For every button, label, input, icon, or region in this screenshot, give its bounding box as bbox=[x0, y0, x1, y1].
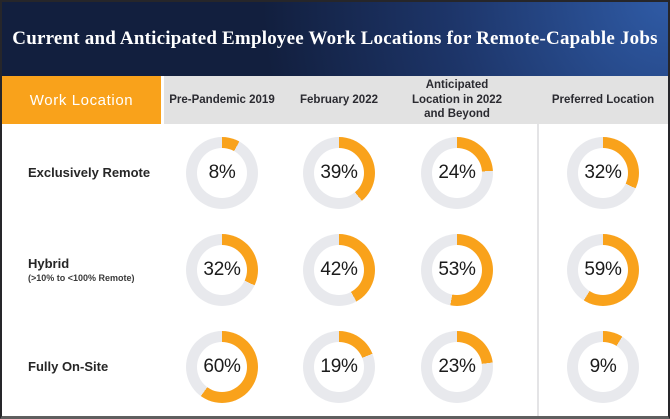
table-body: Exclusively Remote 8% 39% 24% bbox=[2, 124, 668, 416]
title-banner: Current and Anticipated Employee Work Lo… bbox=[2, 2, 668, 76]
donut-value: 23% bbox=[438, 356, 476, 378]
donut-chart: 32% bbox=[567, 136, 639, 209]
row-label-fully-on-site: Fully On-Site bbox=[28, 359, 109, 375]
donut-chart: 39% bbox=[303, 136, 375, 209]
donut-chart: 53% bbox=[421, 233, 493, 306]
column-header-anticipated: Anticipated Location in 2022 and Beyond bbox=[411, 78, 503, 121]
donut-chart: 23% bbox=[421, 331, 493, 404]
donut-chart: 60% bbox=[186, 331, 258, 404]
column-header-february-2022: February 2022 bbox=[300, 93, 378, 106]
row-spacer bbox=[516, 331, 538, 403]
column-divider bbox=[537, 124, 539, 416]
donut-value: 8% bbox=[208, 161, 236, 183]
donut-value: 53% bbox=[438, 258, 476, 280]
donut-value: 60% bbox=[203, 356, 241, 378]
table-row: Exclusively Remote 8% 39% 24% bbox=[2, 124, 668, 221]
row-label-exclusively-remote: Exclusively Remote bbox=[28, 164, 151, 180]
table-row: Hybrid (>10% to <100% Remote) 32% 42% 53… bbox=[2, 221, 668, 318]
donut-chart: 42% bbox=[303, 233, 375, 306]
table-row: Fully On-Site 60% 19% 23% bbox=[2, 319, 668, 416]
donut-value: 9% bbox=[589, 356, 617, 378]
donut-chart: 9% bbox=[567, 331, 639, 404]
donut-value: 19% bbox=[320, 356, 358, 378]
column-header-pre-pandemic: Pre-Pandemic 2019 bbox=[169, 93, 275, 106]
donut-chart: 32% bbox=[186, 233, 258, 306]
header-spacer bbox=[516, 76, 538, 124]
donut-value: 32% bbox=[203, 258, 241, 280]
donut-chart: 19% bbox=[303, 331, 375, 404]
row-label-hybrid: Hybrid (>10% to <100% Remote) bbox=[28, 256, 135, 284]
donut-chart: 59% bbox=[567, 233, 639, 306]
donut-value: 59% bbox=[584, 258, 622, 280]
donut-chart: 24% bbox=[421, 136, 493, 209]
donut-chart: 8% bbox=[186, 136, 258, 209]
donut-value: 42% bbox=[320, 258, 358, 280]
donut-value: 32% bbox=[584, 161, 622, 183]
table-header-row: Work Location Pre-Pandemic 2019 February… bbox=[2, 76, 668, 124]
column-headers: Pre-Pandemic 2019 February 2022 Anticipa… bbox=[164, 76, 668, 124]
page-title: Current and Anticipated Employee Work Lo… bbox=[12, 28, 658, 49]
column-header-preferred: Preferred Location bbox=[551, 93, 655, 106]
row-spacer bbox=[516, 137, 538, 209]
donut-value: 39% bbox=[320, 161, 358, 183]
row-spacer bbox=[516, 234, 538, 306]
work-location-header: Work Location bbox=[2, 76, 161, 124]
donut-value: 24% bbox=[438, 161, 476, 183]
